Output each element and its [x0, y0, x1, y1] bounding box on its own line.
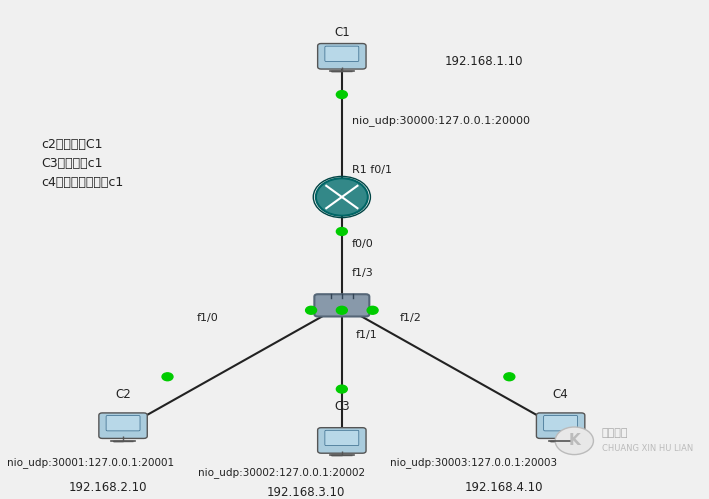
Text: nio_udp:30000:127.0.0.1:20000: nio_udp:30000:127.0.0.1:20000: [352, 115, 530, 126]
Text: C2: C2: [115, 388, 131, 401]
Text: f1/0: f1/0: [197, 313, 219, 323]
FancyBboxPatch shape: [99, 413, 147, 439]
Text: 192.168.2.10: 192.168.2.10: [68, 481, 147, 494]
FancyBboxPatch shape: [325, 46, 359, 61]
Circle shape: [336, 385, 347, 393]
FancyBboxPatch shape: [314, 294, 369, 316]
Circle shape: [555, 427, 593, 455]
Text: 192.168.3.10: 192.168.3.10: [267, 486, 345, 499]
Text: c2不可访问C1
C3可以访问c1
c4后添加不可访问c1: c2不可访问C1 C3可以访问c1 c4后添加不可访问c1: [41, 138, 123, 189]
Text: C3: C3: [334, 400, 350, 413]
Text: f1/2: f1/2: [400, 313, 422, 323]
Text: K: K: [569, 433, 580, 448]
Text: CHUANG XIN HU LIAN: CHUANG XIN HU LIAN: [602, 444, 693, 453]
FancyBboxPatch shape: [537, 413, 585, 439]
Circle shape: [336, 91, 347, 98]
Text: nio_udp:30001:127.0.0.1:20001: nio_udp:30001:127.0.0.1:20001: [7, 458, 174, 469]
FancyBboxPatch shape: [318, 428, 366, 453]
Text: R1 f0/1: R1 f0/1: [352, 165, 392, 175]
FancyBboxPatch shape: [106, 416, 140, 431]
Circle shape: [367, 306, 378, 314]
Text: nio_udp:30002:127.0.0.1:20002: nio_udp:30002:127.0.0.1:20002: [199, 468, 365, 478]
Text: C4: C4: [553, 388, 569, 401]
Circle shape: [336, 228, 347, 236]
FancyBboxPatch shape: [318, 43, 366, 69]
FancyBboxPatch shape: [544, 416, 578, 431]
Text: C1: C1: [334, 25, 350, 38]
Circle shape: [162, 373, 173, 381]
Text: f1/3: f1/3: [352, 268, 374, 278]
Text: nio_udp:30003:127.0.0.1:20003: nio_udp:30003:127.0.0.1:20003: [390, 458, 557, 469]
Text: f1/1: f1/1: [355, 330, 377, 340]
Circle shape: [504, 373, 515, 381]
Text: f0/0: f0/0: [352, 239, 374, 249]
Circle shape: [306, 306, 316, 314]
Circle shape: [316, 178, 368, 216]
Text: 192.168.1.10: 192.168.1.10: [445, 55, 523, 68]
Text: 创新互联: 创新互联: [602, 429, 628, 439]
Circle shape: [336, 306, 347, 314]
Text: 192.168.4.10: 192.168.4.10: [465, 481, 543, 494]
FancyBboxPatch shape: [325, 430, 359, 446]
